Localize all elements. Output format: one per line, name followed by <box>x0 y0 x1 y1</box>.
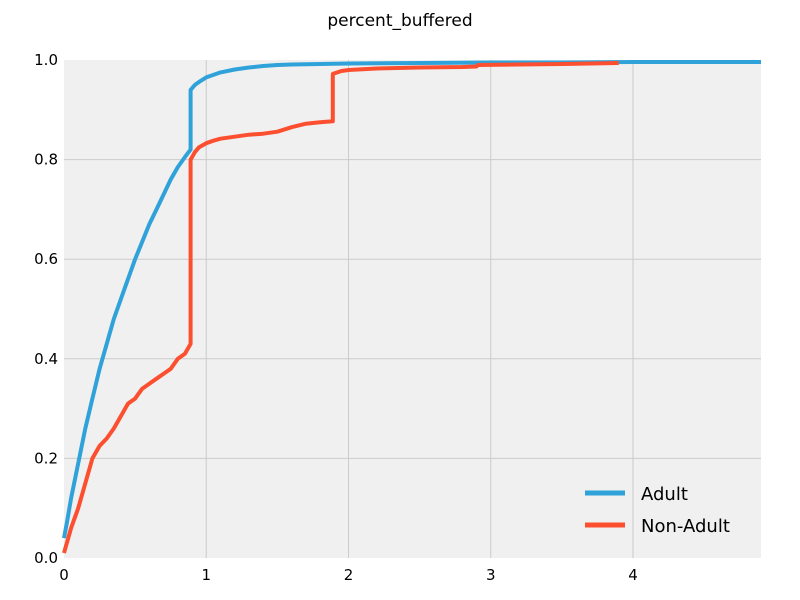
legend: Adult Non-Adult <box>585 484 730 537</box>
tick-labels: 0 1 2 3 4 0.0 0.2 0.4 0.6 0.8 1.0 <box>34 51 638 584</box>
chart-title: percent_buffered <box>327 11 472 31</box>
series-line-non-adult <box>62 61 619 554</box>
y-tick-label: 0.0 <box>34 549 58 567</box>
plot-background <box>64 60 761 558</box>
legend-label-non-adult: Non-Adult <box>641 516 730 537</box>
x-tick-label: 4 <box>628 566 638 584</box>
legend-label-adult: Adult <box>641 484 688 505</box>
y-tick-label: 0.2 <box>34 449 58 467</box>
y-tick-label: 0.4 <box>34 350 58 368</box>
y-tick-label: 0.8 <box>34 151 58 169</box>
x-tick-label: 3 <box>486 566 496 584</box>
y-tick-label: 1.0 <box>34 51 58 69</box>
x-tick-label: 0 <box>59 566 69 584</box>
series-layer <box>62 60 761 554</box>
x-tick-label: 2 <box>344 566 354 584</box>
series-line-adult <box>62 60 761 539</box>
y-tick-label: 0.6 <box>34 250 58 268</box>
x-tick-label: 1 <box>201 566 211 584</box>
